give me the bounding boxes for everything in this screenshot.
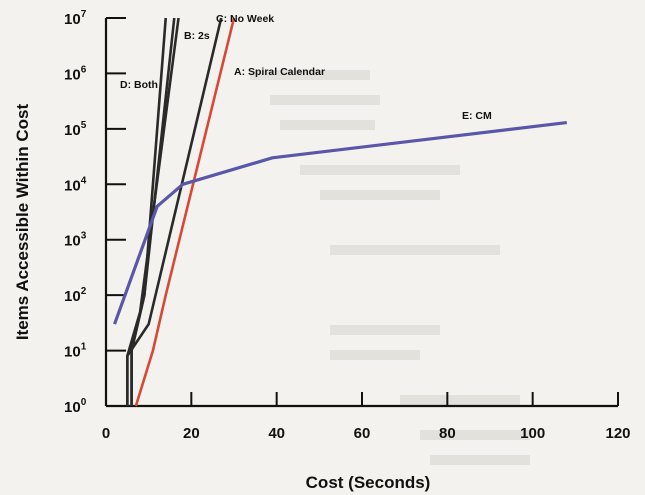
series-line-e-cm [113,120,567,325]
x-tick-label: 0 [102,425,110,442]
y-tick-label: 104 [64,175,87,194]
series-label-e: E: CM [462,110,492,122]
series-label-b: B: 2s [184,30,210,42]
series-label-d: D: Both [120,79,158,91]
series-lines [113,17,567,407]
x-tick-label: 40 [268,425,285,442]
x-axis-title: Cost (Seconds) [306,473,431,492]
x-tick-label: 60 [354,425,371,442]
series-line-d-both [130,17,168,406]
x-tick-label: 20 [183,425,200,442]
y-axis-title: Items Accessible Within Cost [13,104,32,341]
y-tick-label: 100 [64,397,87,416]
series-label-a: A: Spiral Calendar [234,66,325,78]
x-ticks: 0 20 40 60 80 100 120 [102,392,631,442]
series-line-c-no-week [126,17,223,406]
background-ghost-text [250,70,530,465]
series-line-a-spiral-calendar [134,17,236,407]
y-tick-label: 107 [64,9,87,28]
y-tick-label: 105 [64,120,87,139]
y-tick-label: 103 [64,231,87,250]
y-ticks: 100 101 102 103 104 105 106 107 [64,9,126,416]
y-tick-label: 101 [64,342,87,361]
x-tick-label: 80 [439,425,456,442]
y-tick-label: 106 [64,64,87,83]
x-tick-label: 100 [520,425,545,442]
series-label-c: C: No Week [216,13,274,25]
y-tick-label: 102 [64,286,87,305]
x-tick-label: 120 [605,425,630,442]
